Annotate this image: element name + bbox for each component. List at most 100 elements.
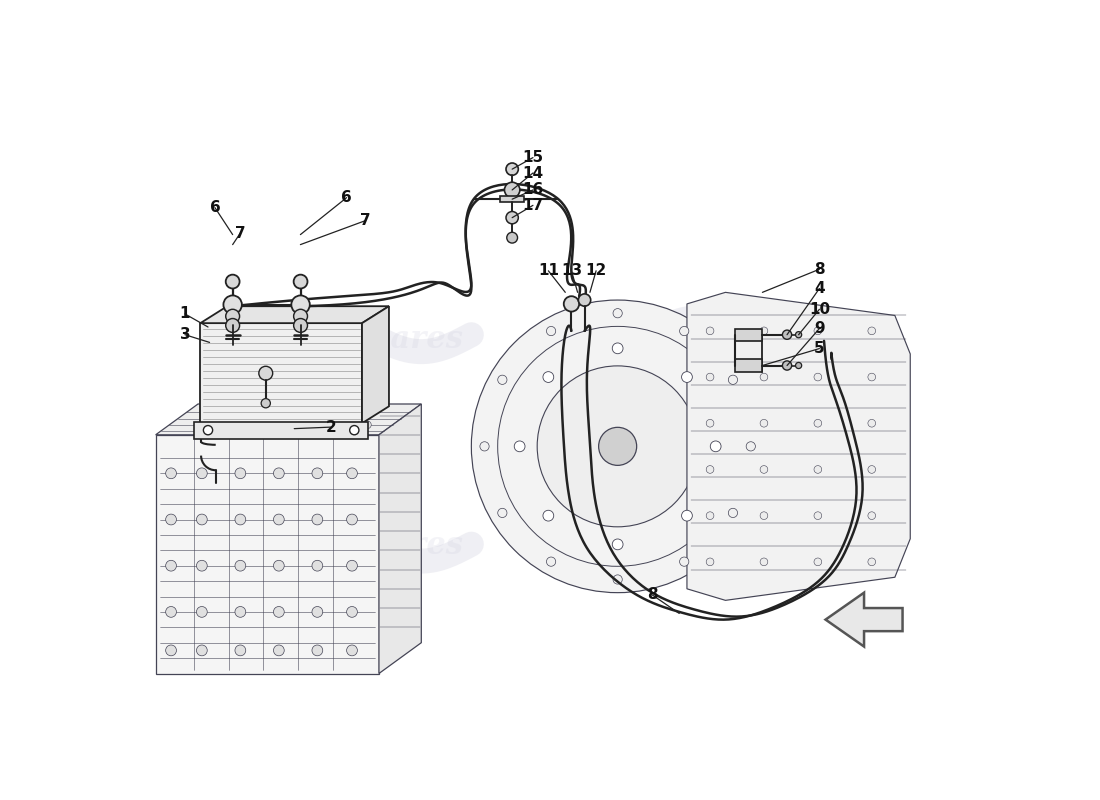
Circle shape: [271, 411, 279, 418]
Circle shape: [166, 514, 176, 525]
Circle shape: [598, 427, 637, 466]
Text: 10: 10: [808, 302, 830, 317]
Circle shape: [795, 362, 802, 369]
Circle shape: [760, 512, 768, 519]
Circle shape: [547, 557, 556, 566]
Circle shape: [868, 512, 876, 519]
Circle shape: [814, 558, 822, 566]
Circle shape: [166, 645, 176, 656]
Text: eurospares: eurospares: [275, 324, 463, 355]
Circle shape: [261, 398, 271, 408]
Polygon shape: [156, 404, 421, 435]
Circle shape: [472, 300, 763, 593]
Polygon shape: [156, 435, 378, 674]
Circle shape: [711, 441, 722, 452]
Circle shape: [235, 645, 245, 656]
Circle shape: [497, 375, 507, 385]
Circle shape: [271, 421, 279, 429]
Circle shape: [166, 606, 176, 618]
Circle shape: [613, 539, 623, 550]
Text: 8: 8: [814, 262, 825, 277]
Text: 7: 7: [235, 226, 245, 241]
Circle shape: [346, 560, 358, 571]
Polygon shape: [362, 306, 389, 423]
Circle shape: [197, 514, 207, 525]
Circle shape: [223, 295, 242, 314]
Circle shape: [505, 182, 520, 198]
Text: eurospares: eurospares: [275, 530, 463, 561]
Circle shape: [613, 309, 623, 318]
Circle shape: [226, 310, 240, 323]
Circle shape: [547, 326, 556, 336]
Circle shape: [746, 442, 756, 451]
Bar: [200, 323, 362, 423]
Circle shape: [312, 645, 322, 656]
Circle shape: [760, 373, 768, 381]
Circle shape: [782, 330, 792, 339]
Circle shape: [814, 466, 822, 474]
Text: 4: 4: [814, 281, 825, 296]
Circle shape: [294, 310, 308, 323]
Bar: [735, 329, 762, 341]
Circle shape: [795, 332, 802, 338]
Circle shape: [868, 558, 876, 566]
Text: 14: 14: [522, 166, 543, 181]
Circle shape: [868, 327, 876, 334]
Text: 6: 6: [341, 190, 352, 205]
Polygon shape: [686, 292, 911, 600]
Polygon shape: [200, 306, 389, 323]
Circle shape: [682, 510, 692, 521]
Circle shape: [613, 575, 623, 584]
Circle shape: [235, 606, 245, 618]
Circle shape: [728, 508, 738, 518]
Text: 7: 7: [360, 214, 371, 228]
Polygon shape: [378, 404, 421, 674]
Text: 3: 3: [179, 327, 190, 342]
Circle shape: [312, 468, 322, 478]
Circle shape: [543, 510, 553, 521]
Circle shape: [204, 426, 212, 435]
Circle shape: [868, 466, 876, 474]
Circle shape: [760, 419, 768, 427]
Circle shape: [226, 421, 233, 429]
Circle shape: [292, 295, 310, 314]
Circle shape: [318, 421, 326, 429]
Circle shape: [868, 419, 876, 427]
Circle shape: [728, 375, 738, 385]
Text: 9: 9: [814, 321, 825, 336]
Circle shape: [706, 419, 714, 427]
Circle shape: [537, 366, 698, 527]
Circle shape: [312, 606, 322, 618]
Polygon shape: [825, 593, 902, 646]
Circle shape: [274, 514, 284, 525]
Circle shape: [497, 508, 507, 518]
Circle shape: [613, 343, 623, 354]
Circle shape: [197, 560, 207, 571]
Circle shape: [197, 645, 207, 656]
Bar: [735, 359, 762, 372]
Circle shape: [814, 512, 822, 519]
Circle shape: [760, 466, 768, 474]
Circle shape: [312, 560, 322, 571]
Circle shape: [814, 373, 822, 381]
Circle shape: [363, 411, 372, 418]
Circle shape: [868, 373, 876, 381]
Circle shape: [507, 232, 518, 243]
Circle shape: [258, 366, 273, 380]
Text: 1: 1: [179, 306, 190, 322]
Text: 5: 5: [814, 341, 825, 356]
Polygon shape: [499, 196, 525, 202]
Circle shape: [197, 468, 207, 478]
Circle shape: [706, 373, 714, 381]
Circle shape: [682, 372, 692, 382]
Circle shape: [760, 327, 768, 334]
Circle shape: [226, 274, 240, 289]
Circle shape: [350, 426, 359, 435]
Circle shape: [346, 468, 358, 478]
Circle shape: [274, 606, 284, 618]
Circle shape: [274, 560, 284, 571]
Circle shape: [579, 294, 591, 306]
Circle shape: [760, 558, 768, 566]
Circle shape: [782, 361, 792, 370]
Circle shape: [680, 326, 689, 336]
